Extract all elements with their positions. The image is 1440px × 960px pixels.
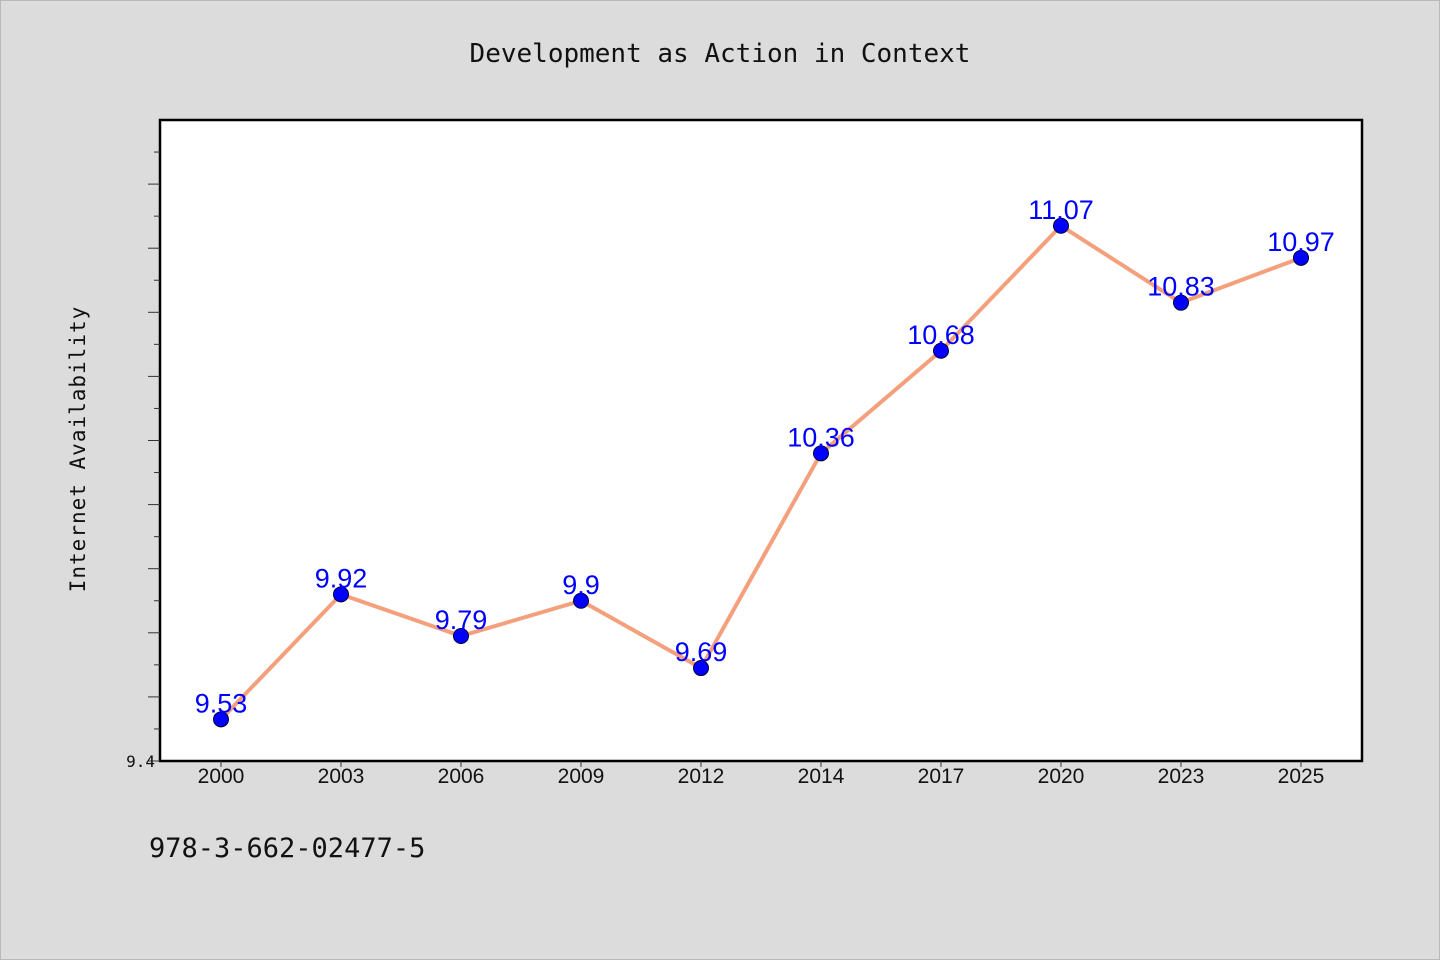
data-point-marker <box>573 592 589 609</box>
data-point-marker <box>1053 217 1069 234</box>
series-line <box>219 223 1302 721</box>
x-tick-label: 2009 <box>558 765 605 788</box>
x-axis-ticks: 2000 2003 2006 2009 2012 2014 2017 2020 2023 2025 <box>198 761 1325 788</box>
data-label: 9.53 <box>195 688 248 718</box>
x-tick-label: 2025 <box>1278 765 1325 788</box>
data-label: 11.07 <box>1028 195 1094 225</box>
x-tick-label: 2006 <box>438 765 485 788</box>
x-tick-label: 2023 <box>1158 765 1205 788</box>
data-label: 9.69 <box>675 637 728 667</box>
y-axis-label: Internet Availability <box>66 306 90 593</box>
plot-area <box>158 118 1364 763</box>
series-line-group: 9.53 9.92 9.79 9.9 9.69 10.36 10.68 11.07 10.83 1… <box>195 195 1335 728</box>
data-label: 9.79 <box>435 605 488 635</box>
y-axis-ticks: 9.4 <box>126 151 160 771</box>
footnote-isbn: 978-3-662-02477-5 <box>149 833 426 864</box>
x-tick-label: 2014 <box>798 765 845 788</box>
data-point-marker <box>813 445 829 462</box>
x-tick-label: 2000 <box>198 765 245 788</box>
data-label: 10.68 <box>907 320 975 350</box>
data-point-marker <box>333 586 349 603</box>
data-label: 10.83 <box>1147 272 1215 302</box>
data-point-marker <box>693 660 709 677</box>
data-point-marker <box>933 342 949 359</box>
chart-title: Development as Action in Context <box>470 39 971 69</box>
x-tick-label: 2017 <box>918 765 965 788</box>
x-tick-label: 2003 <box>318 765 365 788</box>
data-point-marker <box>1173 294 1189 311</box>
data-label: 9.9 <box>562 570 600 600</box>
y-tick-label: 9.4 <box>126 752 155 771</box>
data-point-marker <box>453 628 469 645</box>
data-point-marker <box>213 711 229 728</box>
x-tick-label: 2012 <box>678 765 725 788</box>
data-label: 9.92 <box>315 563 368 593</box>
data-point-marker <box>1293 249 1309 266</box>
data-label: 10.36 <box>787 422 855 452</box>
data-label: 10.97 <box>1267 227 1335 257</box>
x-tick-label: 2020 <box>1038 765 1085 788</box>
